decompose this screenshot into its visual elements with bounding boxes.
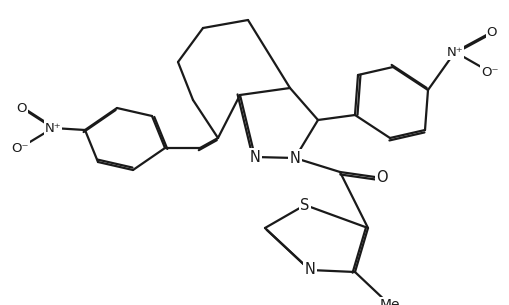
- Text: N: N: [304, 263, 315, 278]
- Text: N⁺: N⁺: [45, 121, 61, 135]
- Text: O⁻: O⁻: [11, 142, 29, 155]
- Text: O: O: [17, 102, 27, 114]
- Text: Me: Me: [379, 298, 400, 305]
- Text: O: O: [486, 26, 496, 38]
- Text: N⁺: N⁺: [446, 45, 462, 59]
- Text: S: S: [300, 198, 309, 213]
- Text: O⁻: O⁻: [480, 66, 498, 78]
- Text: N: N: [289, 150, 300, 166]
- Text: N: N: [249, 149, 260, 164]
- Text: O: O: [376, 170, 387, 185]
